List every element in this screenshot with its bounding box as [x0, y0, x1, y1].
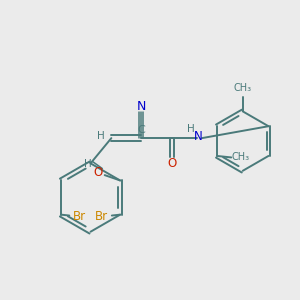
Text: H: H	[85, 159, 92, 169]
Text: CH₃: CH₃	[232, 152, 250, 162]
Text: N: N	[194, 130, 203, 143]
Text: N: N	[136, 100, 146, 113]
Text: O: O	[94, 166, 103, 179]
Text: Br: Br	[73, 210, 86, 223]
Text: O: O	[168, 158, 177, 170]
Text: H: H	[97, 131, 105, 141]
Text: Br: Br	[95, 210, 108, 223]
Text: H: H	[188, 124, 195, 134]
Text: C: C	[137, 125, 145, 135]
Text: CH₃: CH₃	[234, 83, 252, 93]
